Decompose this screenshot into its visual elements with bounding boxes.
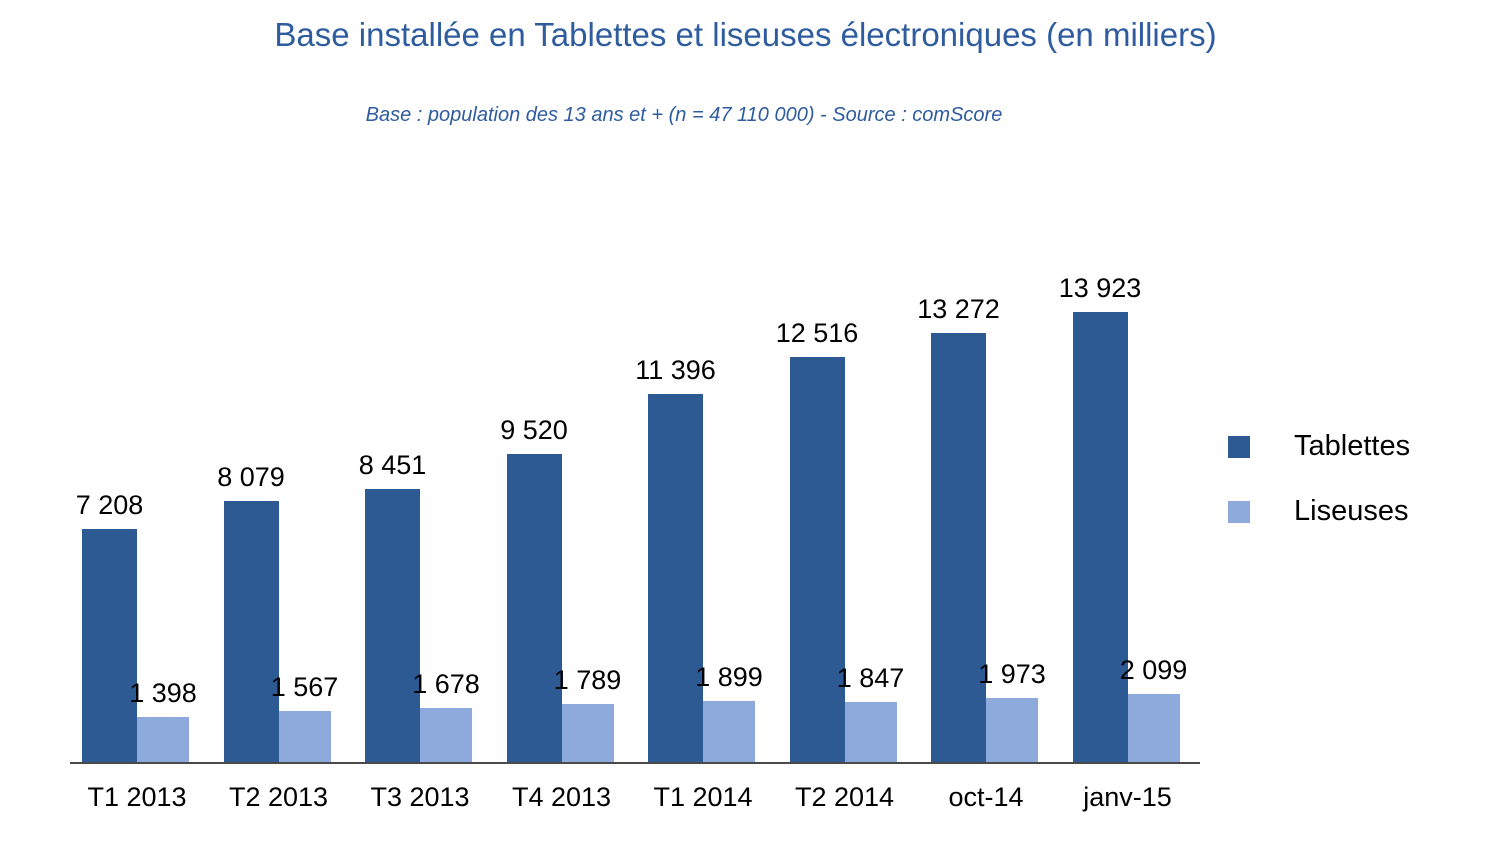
bar-tablettes-0 [82,529,137,762]
legend-item-liseuses: Liseuses [1228,495,1410,528]
value-label-tablettes-7: 13 923 [1058,272,1142,303]
legend-label-liseuses: Liseuses [1294,495,1409,527]
value-label-tablettes-5: 12 516 [775,317,859,348]
x-axis-label-0: T1 2013 [87,782,187,812]
x-axis-label-2: T3 2013 [370,782,470,812]
bar-tablettes-6 [931,333,986,762]
bar-liseuses-6 [986,698,1038,762]
bar-tablettes-4 [648,394,703,762]
bar-liseuses-5 [844,702,897,762]
value-label-tablettes-6: 13 272 [917,293,1000,324]
value-label-liseuses-0: 1 398 [129,677,197,708]
value-label-tablettes-3: 9 520 [500,414,568,445]
value-label-liseuses-6: 1 973 [978,658,1046,689]
bar-liseuses-4 [703,701,755,762]
bar-liseuses-3 [561,704,614,762]
bar-tablettes-1 [223,501,279,762]
x-axis-label-6: oct-14 [948,782,1024,812]
bar-tablettes-7 [1072,312,1128,762]
value-label-tablettes-2: 8 451 [358,449,427,480]
legend-item-tablettes: Tablettes [1228,430,1410,463]
bar-tablettes-2 [365,489,420,762]
value-label-tablettes-4: 11 396 [635,354,716,385]
value-label-liseuses-5: 1 847 [836,662,905,693]
value-label-liseuses-2: 1 678 [412,668,480,699]
x-axis-label-4: T1 2014 [653,782,753,812]
x-axis-label-1: T2 2013 [228,782,329,812]
legend-label-tablettes: Tablettes [1294,430,1411,462]
value-label-liseuses-4: 1 899 [695,661,763,692]
bar-liseuses-0 [137,717,189,762]
legend: Tablettes Liseuses [1228,430,1410,560]
x-axis-label-3: T4 2013 [511,782,612,812]
bar-liseuses-7 [1127,694,1180,762]
bar-liseuses-2 [420,708,472,762]
bar-tablettes-5 [789,357,845,762]
value-label-liseuses-3: 1 789 [553,664,622,695]
x-axis-label-7: janv-15 [1083,782,1172,812]
value-label-liseuses-1: 1 567 [270,671,339,702]
plot-area: 7 208 1 398 T1 2013 8 079 1 567 T2 2013 8 451 1… [70,262,1200,812]
bar-tablettes-3 [506,454,562,762]
legend-swatch-tablettes [1228,435,1250,458]
value-label-tablettes-1: 8 079 [217,461,285,492]
chart-subtitle: Base : population des 13 ans et + (n = 4… [365,104,1003,126]
bar-liseuses-1 [278,711,331,762]
legend-swatch-liseuses [1228,500,1250,523]
value-label-tablettes-0: 7 208 [75,489,144,520]
value-label-liseuses-7: 2 099 [1119,654,1188,685]
x-axis-label-5: T2 2014 [794,782,895,812]
chart-title: Base installée en Tablettes et liseuses … [274,16,1217,53]
